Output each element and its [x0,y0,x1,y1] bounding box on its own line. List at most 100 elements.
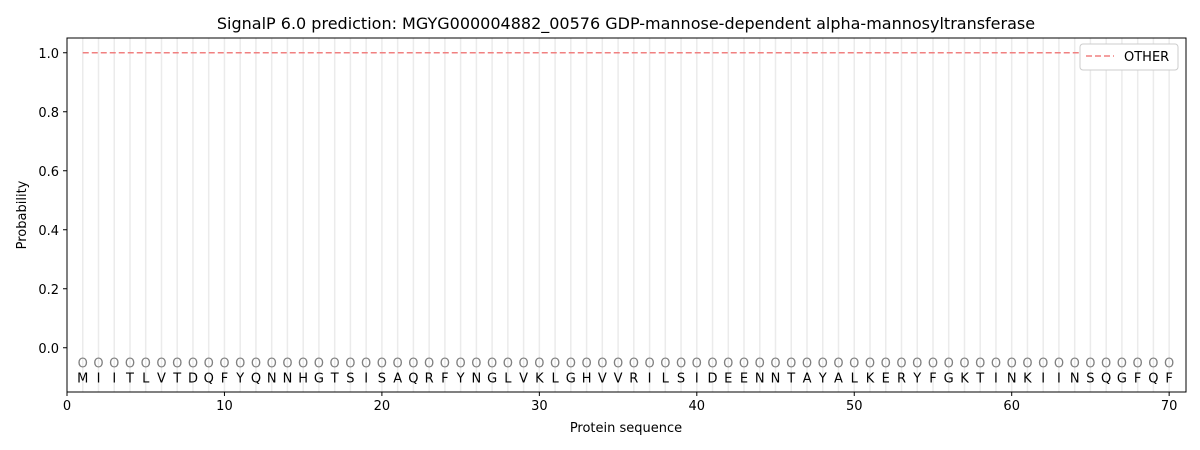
residue-label: V [598,371,607,386]
prediction-label-mark: O [770,357,780,372]
x-tick-label: 10 [216,399,233,414]
residue-label: V [519,371,528,386]
residue-label: F [221,371,228,386]
prediction-label-mark: O [314,357,324,372]
prediction-label-mark: O [566,357,576,372]
residue-label: I [97,371,101,386]
y-tick-label: 0.0 [38,342,59,357]
prediction-label-mark: O [440,357,450,372]
prediction-label-mark: O [739,357,749,372]
residue-label: S [378,371,386,386]
legend: OTHER [1079,43,1179,71]
prediction-label-mark: O [597,357,607,372]
residue-label: L [851,371,859,386]
prediction-label-mark: O [330,357,340,372]
residue-label: T [125,371,134,386]
residue-label: F [441,371,448,386]
prediction-label-mark: O [644,357,654,372]
residue-label: G [314,371,324,386]
prediction-label-mark: O [833,357,843,372]
prediction-label-mark: O [1054,357,1064,372]
prediction-label-mark: O [156,357,166,372]
y-tick-label: 0.2 [38,283,59,298]
prediction-label-mark: O [1164,357,1174,372]
residue-label: N [267,371,277,386]
residue-label: T [975,371,984,386]
prediction-label-mark: O [865,357,875,372]
residue-label: K [1023,371,1032,386]
x-tick-label: 20 [374,399,391,414]
prediction-label-mark: O [487,357,497,372]
prediction-label-mark: O [109,357,119,372]
prediction-label-mark: O [944,357,954,372]
residue-label: G [487,371,497,386]
prediction-label-mark: O [219,357,229,372]
residue-label: Q [1148,371,1158,386]
prediction-label-mark: O [471,357,481,372]
residue-label: L [142,371,150,386]
prediction-label-mark: O [1007,357,1017,372]
prediction-label-mark: O [1038,357,1048,372]
residue-label: I [364,371,368,386]
prediction-label-mark: O [345,357,355,372]
x-axis-label: Protein sequence [570,421,682,436]
residue-label: A [393,371,402,386]
y-axis-label: Probability [15,180,30,249]
prediction-label-mark: O [896,357,906,372]
x-tick-label: 50 [846,399,863,414]
residue-label: L [504,371,512,386]
residue-label: D [188,371,198,386]
prediction-label-mark: O [188,357,198,372]
prediction-label-mark: O [802,357,812,372]
residue-label: T [786,371,795,386]
x-tick-label: 30 [531,399,548,414]
prediction-label-mark: O [849,357,859,372]
residue-label: N [283,371,293,386]
legend-label-other: OTHER [1124,50,1169,65]
x-tick-label: 60 [1003,399,1020,414]
residue-label: Q [204,371,214,386]
residue-label: G [566,371,576,386]
chart-title: SignalP 6.0 prediction: MGYG000004882_00… [217,14,1035,34]
prediction-label-mark: O [503,357,513,372]
y-tick-label: 0.8 [38,106,59,121]
residue-label: L [551,371,559,386]
residue-label: I [695,371,699,386]
plot-frame [66,37,1187,393]
residue-label: T [330,371,339,386]
residue-label: A [803,371,812,386]
x-tick-label: 0 [63,399,71,414]
prediction-label-mark: O [1117,357,1127,372]
prediction-label-mark: O [251,357,261,372]
prediction-label-mark: O [881,357,891,372]
residue-label: H [582,371,592,386]
prediction-label-mark: O [377,357,387,372]
prediction-label-mark: O [707,357,717,372]
prediction-label-mark: O [125,357,135,372]
prediction-label-mark: O [1070,357,1080,372]
prediction-label-mark: O [298,357,308,372]
y-tick-label: 0.6 [38,165,59,180]
prediction-label-mark: O [629,357,639,372]
residue-label: Q [251,371,261,386]
residue-label: E [740,371,748,386]
prediction-label-mark: O [456,357,466,372]
prediction-label-mark: O [1022,357,1032,372]
residue-label: K [535,371,544,386]
prediction-label-mark: O [928,357,938,372]
prediction-label-mark: O [676,357,686,372]
residue-label: Y [818,371,827,386]
residue-label: N [472,371,482,386]
residue-label: I [112,371,116,386]
residue-label: E [882,371,890,386]
residue-label: S [346,371,354,386]
residue-label: Q [408,371,418,386]
prediction-label-mark: O [991,357,1001,372]
prediction-label-mark: O [550,357,560,372]
residue-label: A [834,371,843,386]
residue-label: Y [235,371,244,386]
residue-label: F [1134,371,1141,386]
prediction-label-mark: O [282,357,292,372]
prediction-label-mark: O [959,357,969,372]
